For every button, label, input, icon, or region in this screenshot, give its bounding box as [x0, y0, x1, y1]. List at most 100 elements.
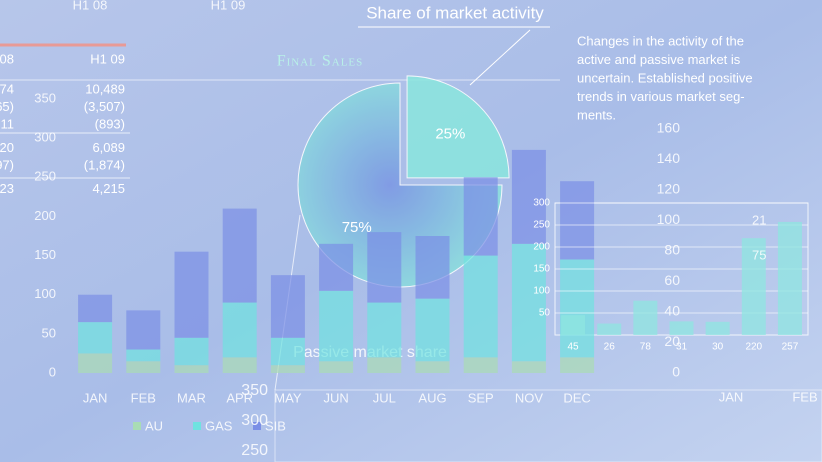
legend-swatch — [253, 422, 261, 430]
description-line: ments. — [577, 107, 616, 122]
y-tick-label: 300 — [34, 130, 56, 145]
bar-segment — [463, 255, 498, 358]
bar-segment — [319, 361, 354, 373]
value-label: 220 — [745, 342, 762, 353]
pie-title: Share of market activity — [366, 3, 544, 22]
y-tick-label: 0 — [49, 364, 56, 379]
y-tick-label: 200 — [533, 242, 550, 253]
y-tick-label: 100 — [34, 286, 56, 301]
y-tick-label: 50 — [539, 308, 551, 319]
table-cell: 20 — [0, 140, 14, 155]
pie-label: 75% — [342, 219, 372, 236]
table-cell: 23 — [0, 181, 14, 196]
description-line: active and passive market is — [577, 52, 741, 67]
y-tick-label: 250 — [533, 220, 550, 231]
pie-label: 25% — [435, 126, 465, 143]
value-label: 45 — [568, 342, 580, 353]
table-header: H1 09 — [90, 51, 125, 66]
bar-segment — [511, 149, 546, 244]
bar-segment — [415, 236, 450, 299]
bar-segment — [174, 337, 209, 366]
bar-segment — [560, 357, 595, 373]
bottom-frame — [274, 389, 822, 462]
bar — [561, 315, 586, 335]
x-tick-label: DEC — [563, 390, 590, 405]
pie-subtitle: Final Sales — [277, 53, 364, 70]
legend-label: AU — [145, 418, 163, 433]
right-axis-label: 120 — [657, 181, 681, 197]
bar-segment — [126, 349, 161, 362]
bar — [669, 321, 694, 335]
value-label: 78 — [640, 342, 652, 353]
table-cell: (1,874) — [84, 157, 125, 172]
legend-swatch — [193, 422, 201, 430]
bar-segment — [319, 243, 354, 291]
legend-swatch — [133, 422, 141, 430]
bar-segment — [319, 290, 354, 362]
bar-segment — [463, 357, 498, 373]
bar — [597, 323, 622, 335]
bar-segment — [78, 322, 113, 354]
pointer — [469, 29, 531, 86]
bar-segment — [222, 208, 257, 303]
x-tick-label: MAY — [274, 390, 302, 405]
y-tick-label: 150 — [34, 247, 56, 262]
bar-segment — [270, 275, 305, 338]
bar — [741, 238, 766, 335]
bar-segment — [415, 298, 450, 362]
table-cell: 4,215 — [92, 181, 125, 196]
right-axis-label: 0 — [672, 364, 680, 380]
bar-segment — [78, 294, 113, 323]
line-label: 75 — [752, 247, 766, 262]
value-label: 26 — [604, 342, 616, 353]
y-tick-label: 50 — [42, 325, 56, 340]
x-tick-label: SEP — [468, 390, 494, 405]
bar-segment — [560, 259, 595, 358]
description-line: trends in various market seg- — [577, 89, 745, 104]
legend-label: SIB — [265, 418, 286, 433]
y-tick-label: 300 — [533, 198, 550, 209]
x-tick-label: MAR — [177, 390, 206, 405]
bar-segment — [222, 357, 257, 373]
table-header: 08 — [0, 51, 14, 66]
bar-segment — [174, 365, 209, 373]
bottom-right-label: JAN — [719, 389, 744, 404]
value-label: 257 — [782, 342, 799, 353]
value-label: 30 — [712, 342, 724, 353]
right-axis-label: 40 — [664, 303, 680, 319]
description-line: Changes in the activity of the — [577, 33, 744, 48]
right-axis-label: 20 — [664, 333, 680, 349]
x-tick-label: NOV — [515, 390, 544, 405]
right-axis-label: 80 — [664, 242, 680, 258]
table-cell: 11 — [1, 116, 15, 131]
right-axis-label: 100 — [657, 211, 681, 227]
table-cell: 65) — [0, 99, 14, 114]
bottom-axis-label: 300 — [241, 412, 268, 429]
bar-segment — [367, 357, 402, 373]
x-tick-label: JUL — [373, 390, 396, 405]
x-tick-label: APR — [226, 390, 253, 405]
right-axis-label: 60 — [664, 272, 680, 288]
bar-segment — [270, 337, 305, 366]
bar-segment — [126, 361, 161, 373]
y-tick-label: 100 — [533, 286, 550, 297]
bar-segment — [270, 365, 305, 373]
description-line: uncertain. Established positive — [577, 70, 753, 85]
bar-segment — [560, 181, 595, 260]
table-cell: 6,089 — [92, 140, 125, 155]
bar-segment — [174, 251, 209, 338]
bar-segment — [415, 361, 450, 373]
bar-segment — [463, 177, 498, 256]
bar-segment — [367, 302, 402, 358]
bar-segment — [78, 353, 113, 373]
y-tick-label: 250 — [34, 169, 56, 184]
table-cell: 97) — [0, 157, 14, 172]
table-header: H1 09 — [211, 0, 246, 12]
bar-segment — [126, 310, 161, 350]
table-cell: (893) — [95, 116, 125, 131]
bottom-right-label: FEB — [792, 389, 817, 404]
bar-segment — [511, 361, 546, 373]
bar — [705, 321, 730, 335]
right-axis-label: 140 — [657, 150, 681, 166]
